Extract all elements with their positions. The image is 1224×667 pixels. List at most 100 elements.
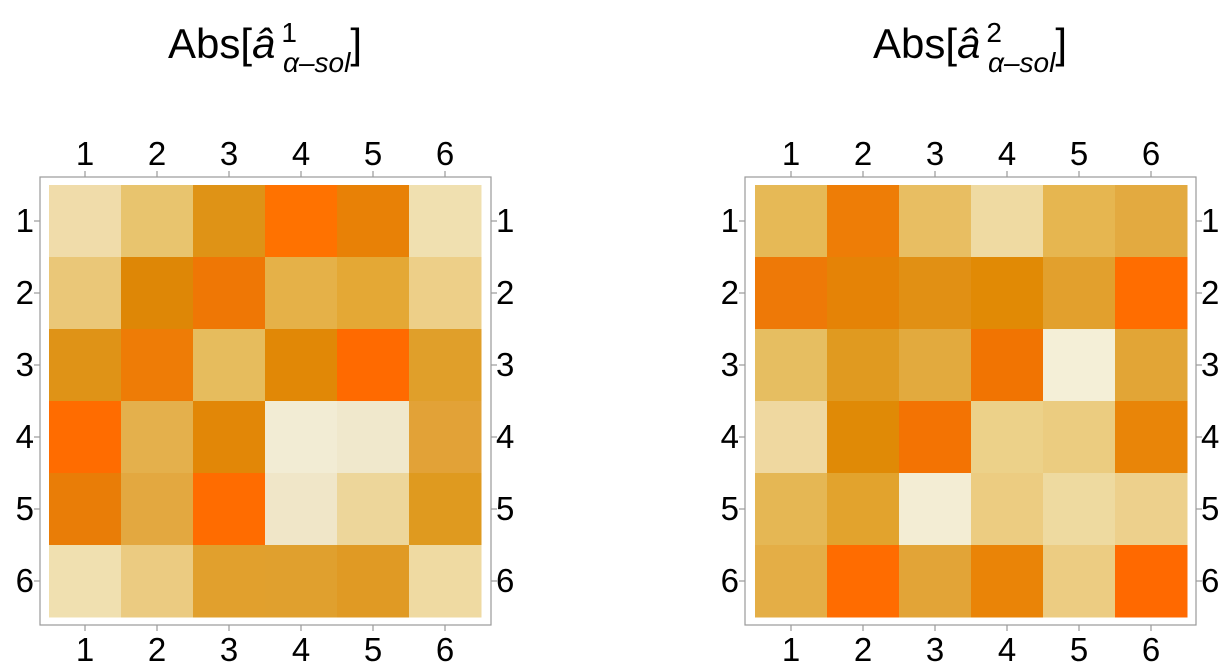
heatmap-cell-r6-c4 <box>971 545 1044 618</box>
heatmap-cell-r5-c4 <box>971 473 1044 546</box>
chart-2-right-label-6: 6 <box>1201 562 1219 599</box>
heatmap-cell-r1-c2 <box>827 185 900 258</box>
chart-1-bottom-label-3: 3 <box>220 631 238 667</box>
heatmap-cell-r1-c6 <box>409 185 482 258</box>
heatmap-cell-r4-c4 <box>971 401 1044 474</box>
heatmap-cell-r3-c5 <box>337 329 410 402</box>
chart-2-left-label-2: 2 <box>721 274 739 311</box>
chart-1-right-label-3: 3 <box>496 346 514 383</box>
chart-1-bottom-label-1: 1 <box>76 631 94 667</box>
heatmap-cell-r3-c2 <box>827 329 900 402</box>
heatmap-cell-r6-c5 <box>1043 545 1116 618</box>
chart-2-bottom-label-3: 3 <box>926 631 944 667</box>
heatmap-cell-r6-c6 <box>1115 545 1188 618</box>
chart-2-right-label-2: 2 <box>1201 274 1219 311</box>
heatmap-cell-r6-c6 <box>409 545 482 618</box>
heatmap-cell-r5-c2 <box>827 473 900 546</box>
heatmap-cell-r5-c6 <box>409 473 482 546</box>
heatmap-cell-r1-c4 <box>265 185 338 258</box>
chart-2-bottom-label-4: 4 <box>998 631 1016 667</box>
heatmap-cell-r6-c4 <box>265 545 338 618</box>
heatmap-cell-r4-c1 <box>49 401 122 474</box>
chart-1-bottom-label-2: 2 <box>148 631 166 667</box>
chart-2-top-label-1: 1 <box>782 135 800 172</box>
heatmap-cell-r2-c3 <box>193 257 266 330</box>
chart-1-left-label-1: 1 <box>16 202 34 239</box>
chart-1-top-label-3: 3 <box>220 135 238 172</box>
chart-2-left-label-4: 4 <box>721 418 739 455</box>
heatmap-cell-r2-c6 <box>1115 257 1188 330</box>
heatmap-cell-r4-c6 <box>1115 401 1188 474</box>
chart-1-heatmap-cells <box>49 185 482 618</box>
chart-2-right-label-4: 4 <box>1201 418 1219 455</box>
heatmap-cell-r3-c6 <box>409 329 482 402</box>
heatmap-cell-r6-c2 <box>827 545 900 618</box>
chart-1-bottom-label-4: 4 <box>292 631 310 667</box>
heatmap-cell-r4-c1 <box>755 401 828 474</box>
heatmap-cell-r4-c3 <box>899 401 972 474</box>
chart-2-bottom-label-5: 5 <box>1070 631 1088 667</box>
heatmap-cell-r5-c6 <box>1115 473 1188 546</box>
chart-2-bottom-label-2: 2 <box>854 631 872 667</box>
chart-1-right-label-6: 6 <box>496 562 514 599</box>
heatmap-cell-r2-c5 <box>337 257 410 330</box>
heatmap-cell-r6-c1 <box>755 545 828 618</box>
chart-1-bottom-label-5: 5 <box>364 631 382 667</box>
chart-1-right-label-2: 2 <box>496 274 514 311</box>
heatmap-cell-r6-c3 <box>193 545 266 618</box>
heatmap-cell-r6-c5 <box>337 545 410 618</box>
heatmap-cell-r2-c1 <box>755 257 828 330</box>
chart-1-left-label-2: 2 <box>16 274 34 311</box>
heatmap-cell-r6-c2 <box>121 545 194 618</box>
heatmap-cell-r4-c5 <box>337 401 410 474</box>
chart-1-top-label-4: 4 <box>292 135 310 172</box>
chart-2: Abs[â 2 α‒sol] 1 2 3 4 5 6 1 2 3 4 5 6 1 2… <box>721 17 1220 667</box>
heatmap-cell-r2-c3 <box>899 257 972 330</box>
heatmap-cell-r2-c4 <box>265 257 338 330</box>
chart-2-left-label-1: 1 <box>721 202 739 239</box>
chart-2-left-label-3: 3 <box>721 346 739 383</box>
chart-1: Abs[â 1 α‒sol] 1 2 3 4 5 6 1 2 3 4 5 6 1 2… <box>16 17 515 667</box>
heatmap-cell-r4-c5 <box>1043 401 1116 474</box>
heatmap-cell-r3-c4 <box>971 329 1044 402</box>
heatmap-cell-r5-c1 <box>49 473 122 546</box>
heatmap-cell-r2-c6 <box>409 257 482 330</box>
chart-1-right-tick-labels: 1 2 3 4 5 6 <box>496 202 514 599</box>
chart-2-left-label-5: 5 <box>721 490 739 527</box>
chart-2-heatmap-cells <box>755 185 1188 618</box>
chart-2-top-label-3: 3 <box>926 135 944 172</box>
heatmap-cell-r4-c6 <box>409 401 482 474</box>
chart-2-bottom-tick-labels: 1 2 3 4 5 6 <box>782 631 1160 667</box>
heatmap-cell-r2-c4 <box>971 257 1044 330</box>
chart-1-right-label-5: 5 <box>496 490 514 527</box>
heatmap-cell-r5-c5 <box>337 473 410 546</box>
chart-1-right-label-1: 1 <box>496 202 514 239</box>
heatmap-cell-r2-c1 <box>49 257 122 330</box>
heatmap-cell-r5-c2 <box>121 473 194 546</box>
heatmap-cell-r3-c5 <box>1043 329 1116 402</box>
chart-1-top-label-6: 6 <box>436 135 454 172</box>
chart-2-title: Abs[â 2 α‒sol] <box>873 17 1067 78</box>
heatmap-cell-r4-c2 <box>121 401 194 474</box>
heatmap-cell-r2-c5 <box>1043 257 1116 330</box>
heatmap-cell-r5-c4 <box>265 473 338 546</box>
chart-1-bottom-label-6: 6 <box>436 631 454 667</box>
chart-1-top-label-2: 2 <box>148 135 166 172</box>
heatmap-cell-r1-c3 <box>899 185 972 258</box>
heatmap-cell-r1-c5 <box>337 185 410 258</box>
chart-1-left-label-3: 3 <box>16 346 34 383</box>
heatmap-cell-r1-c3 <box>193 185 266 258</box>
heatmap-cell-r4-c3 <box>193 401 266 474</box>
chart-2-top-tick-labels: 1 2 3 4 5 6 <box>782 135 1160 172</box>
heatmap-cell-r5-c1 <box>755 473 828 546</box>
heatmap-cell-r3-c3 <box>899 329 972 402</box>
chart-2-top-label-2: 2 <box>854 135 872 172</box>
heatmap-cell-r1-c6 <box>1115 185 1188 258</box>
chart-1-bottom-tick-labels: 1 2 3 4 5 6 <box>76 631 454 667</box>
heatmap-cell-r3-c1 <box>755 329 828 402</box>
chart-1-left-label-4: 4 <box>16 418 34 455</box>
heatmap-cell-r1-c1 <box>755 185 828 258</box>
heatmap-cell-r1-c5 <box>1043 185 1116 258</box>
heatmap-cell-r1-c4 <box>971 185 1044 258</box>
chart-1-right-label-4: 4 <box>496 418 514 455</box>
